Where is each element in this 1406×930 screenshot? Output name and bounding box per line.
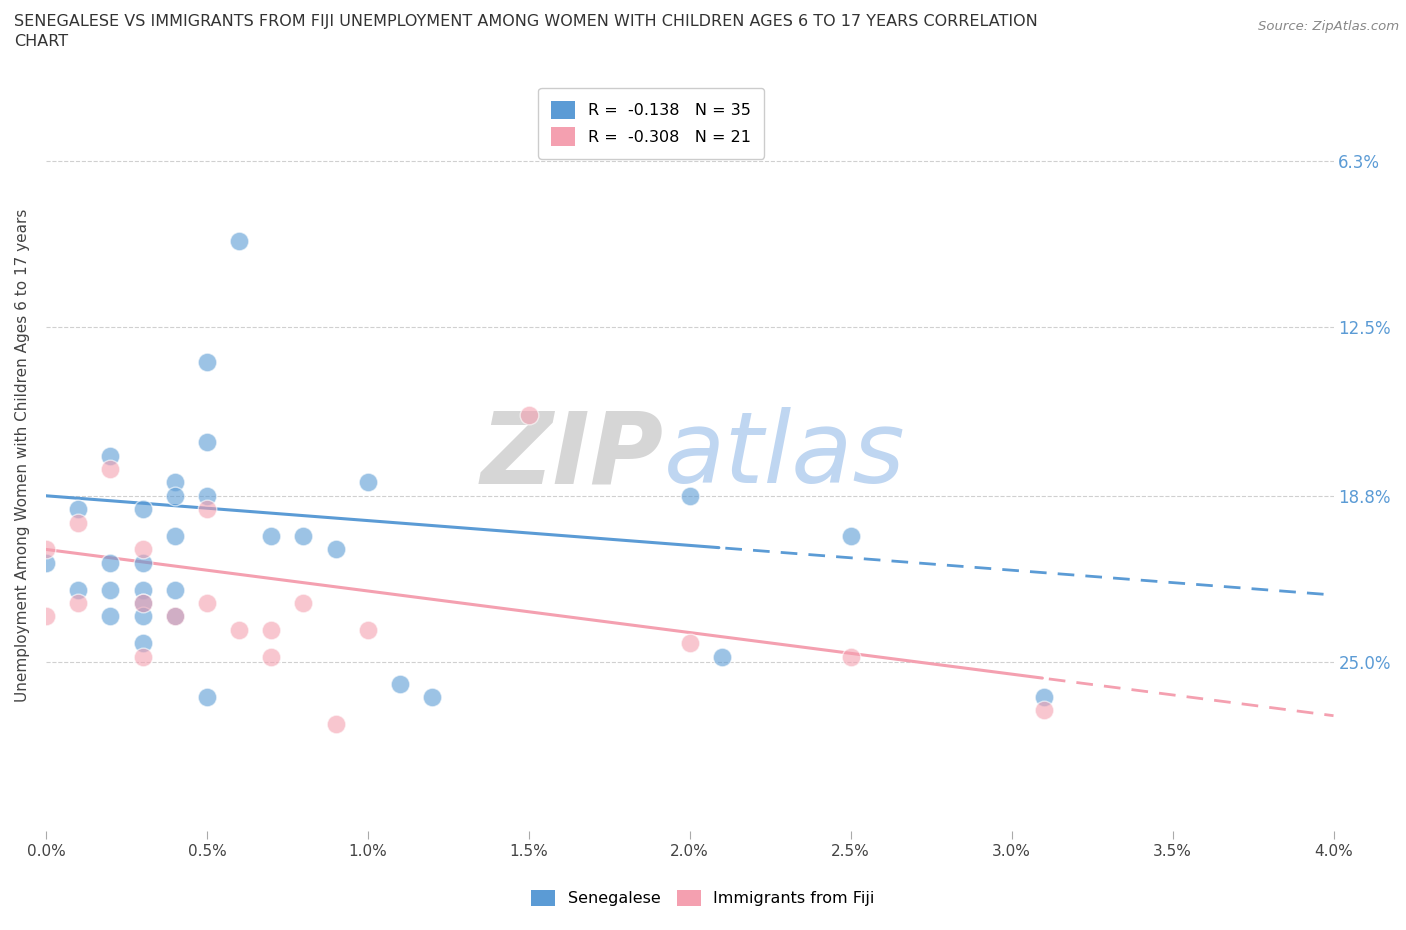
Point	[35, 609, 58, 624]
Point	[228, 233, 250, 248]
Point	[195, 354, 218, 369]
Point	[131, 555, 153, 570]
Point	[679, 636, 702, 651]
Point	[163, 528, 186, 543]
Point	[292, 528, 315, 543]
Text: ZIP: ZIP	[481, 407, 664, 504]
Point	[195, 434, 218, 449]
Point	[131, 595, 153, 610]
Point	[131, 649, 153, 664]
Point	[67, 515, 90, 530]
Point	[131, 502, 153, 517]
Point	[163, 609, 186, 624]
Point	[260, 528, 283, 543]
Point	[35, 555, 58, 570]
Point	[195, 488, 218, 503]
Point	[131, 636, 153, 651]
Point	[710, 649, 733, 664]
Point	[357, 622, 380, 637]
Point	[679, 488, 702, 503]
Point	[131, 542, 153, 557]
Point	[517, 408, 540, 423]
Point	[195, 689, 218, 704]
Point	[98, 448, 121, 463]
Point	[98, 555, 121, 570]
Point	[195, 595, 218, 610]
Point	[98, 461, 121, 476]
Point	[420, 689, 443, 704]
Point	[1032, 703, 1054, 718]
Point	[131, 595, 153, 610]
Text: SENEGALESE VS IMMIGRANTS FROM FIJI UNEMPLOYMENT AMONG WOMEN WITH CHILDREN AGES 6: SENEGALESE VS IMMIGRANTS FROM FIJI UNEMP…	[14, 14, 1038, 29]
Point	[260, 622, 283, 637]
Legend: Senegalese, Immigrants from Fiji: Senegalese, Immigrants from Fiji	[524, 884, 882, 912]
Point	[67, 502, 90, 517]
Point	[163, 609, 186, 624]
Point	[163, 582, 186, 597]
Y-axis label: Unemployment Among Women with Children Ages 6 to 17 years: Unemployment Among Women with Children A…	[15, 209, 30, 702]
Point	[163, 488, 186, 503]
Point	[292, 595, 315, 610]
Point	[98, 582, 121, 597]
Point	[131, 609, 153, 624]
Point	[131, 582, 153, 597]
Point	[67, 582, 90, 597]
Point	[195, 502, 218, 517]
Point	[35, 542, 58, 557]
Point	[389, 676, 412, 691]
Point	[839, 649, 862, 664]
Point	[67, 595, 90, 610]
Legend: R =  -0.138   N = 35, R =  -0.308   N = 21: R = -0.138 N = 35, R = -0.308 N = 21	[538, 88, 763, 158]
Point	[325, 716, 347, 731]
Text: Source: ZipAtlas.com: Source: ZipAtlas.com	[1258, 20, 1399, 33]
Point	[163, 475, 186, 490]
Point	[839, 528, 862, 543]
Text: CHART: CHART	[14, 34, 67, 49]
Point	[357, 475, 380, 490]
Point	[228, 622, 250, 637]
Text: atlas: atlas	[664, 407, 905, 504]
Point	[260, 649, 283, 664]
Point	[98, 609, 121, 624]
Point	[1032, 689, 1054, 704]
Point	[325, 542, 347, 557]
